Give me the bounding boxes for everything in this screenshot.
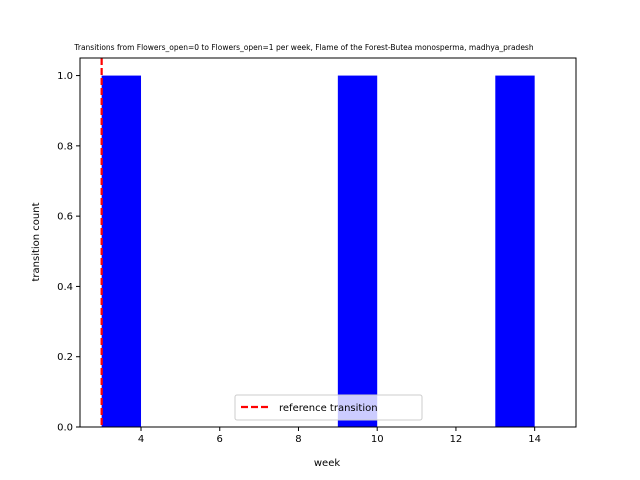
plot-area — [100, 58, 535, 428]
y-tick-label-0.6: 0.6 — [57, 212, 73, 223]
bar-3 — [495, 75, 535, 428]
x-tick-label-14: 14 — [528, 434, 541, 445]
legend: reference transition — [234, 394, 423, 421]
bar-1 — [101, 75, 142, 428]
y-axis-label: transition count — [31, 202, 42, 281]
x-tick-label-6: 6 — [217, 434, 223, 445]
y-tick-label-0.4: 0.4 — [57, 282, 73, 293]
y-tick-label-0.0: 0.0 — [57, 423, 73, 434]
x-axis-label: week — [314, 458, 340, 469]
legend-box — [234, 394, 423, 421]
x-tick-label-4: 4 — [138, 434, 144, 445]
y-tick-label-0.2: 0.2 — [57, 352, 73, 363]
legend-label: reference transition — [279, 403, 378, 414]
x-tick-label-10: 10 — [371, 434, 384, 445]
y-tick-label-0.8: 0.8 — [57, 141, 73, 152]
chart-title: Transitions from Flowers_open=0 to Flowe… — [73, 43, 533, 52]
x-tick-label-8: 8 — [295, 434, 301, 445]
axes: 4 6 8 10 12 14 0.0 0.2 0.4 0.6 0.8 1.0 — [57, 57, 577, 445]
y-tick-label-1.0: 1.0 — [57, 71, 73, 82]
bar-2 — [337, 75, 378, 428]
x-tick-label-12: 12 — [450, 434, 463, 445]
axes-frame — [79, 57, 577, 428]
